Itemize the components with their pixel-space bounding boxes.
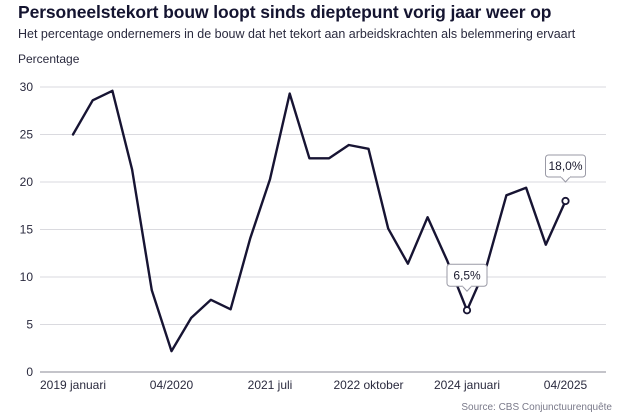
source-note: Source: CBS Conjunctuurenquête [461,402,612,413]
x-tick-label: 04/2020 [150,378,194,392]
annotation-label: 6,5% [453,268,481,282]
y-tick-label: 10 [20,270,34,284]
annotation-marker [462,306,472,315]
annotation-pointer [560,176,571,183]
x-tick-label: 04/2025 [544,378,588,392]
annotation-marker [561,196,570,206]
y-tick-label: 0 [26,365,33,379]
x-tick-label: 2024 januari [434,378,500,392]
x-tick-label: 2021 juli [248,378,293,392]
y-tick-label: 15 [20,223,34,237]
annotation-pointer [461,285,473,292]
y-tick-label: 20 [20,175,34,189]
y-tick-label: 30 [20,80,34,94]
x-tick-label: 2019 januari [40,378,106,392]
y-tick-label: 25 [20,128,34,142]
y-axis-label: Percentage [18,52,80,66]
y-tick-label: 5 [26,318,33,332]
chart-title: Personeelstekort bouw loopt sinds diepte… [18,2,552,22]
chart-subtitle: Het percentage ondernemers in de bouw da… [18,27,576,41]
annotation-label: 18,0% [548,159,582,173]
x-tick-label: 2022 oktober [333,378,403,392]
series-line [71,89,567,353]
